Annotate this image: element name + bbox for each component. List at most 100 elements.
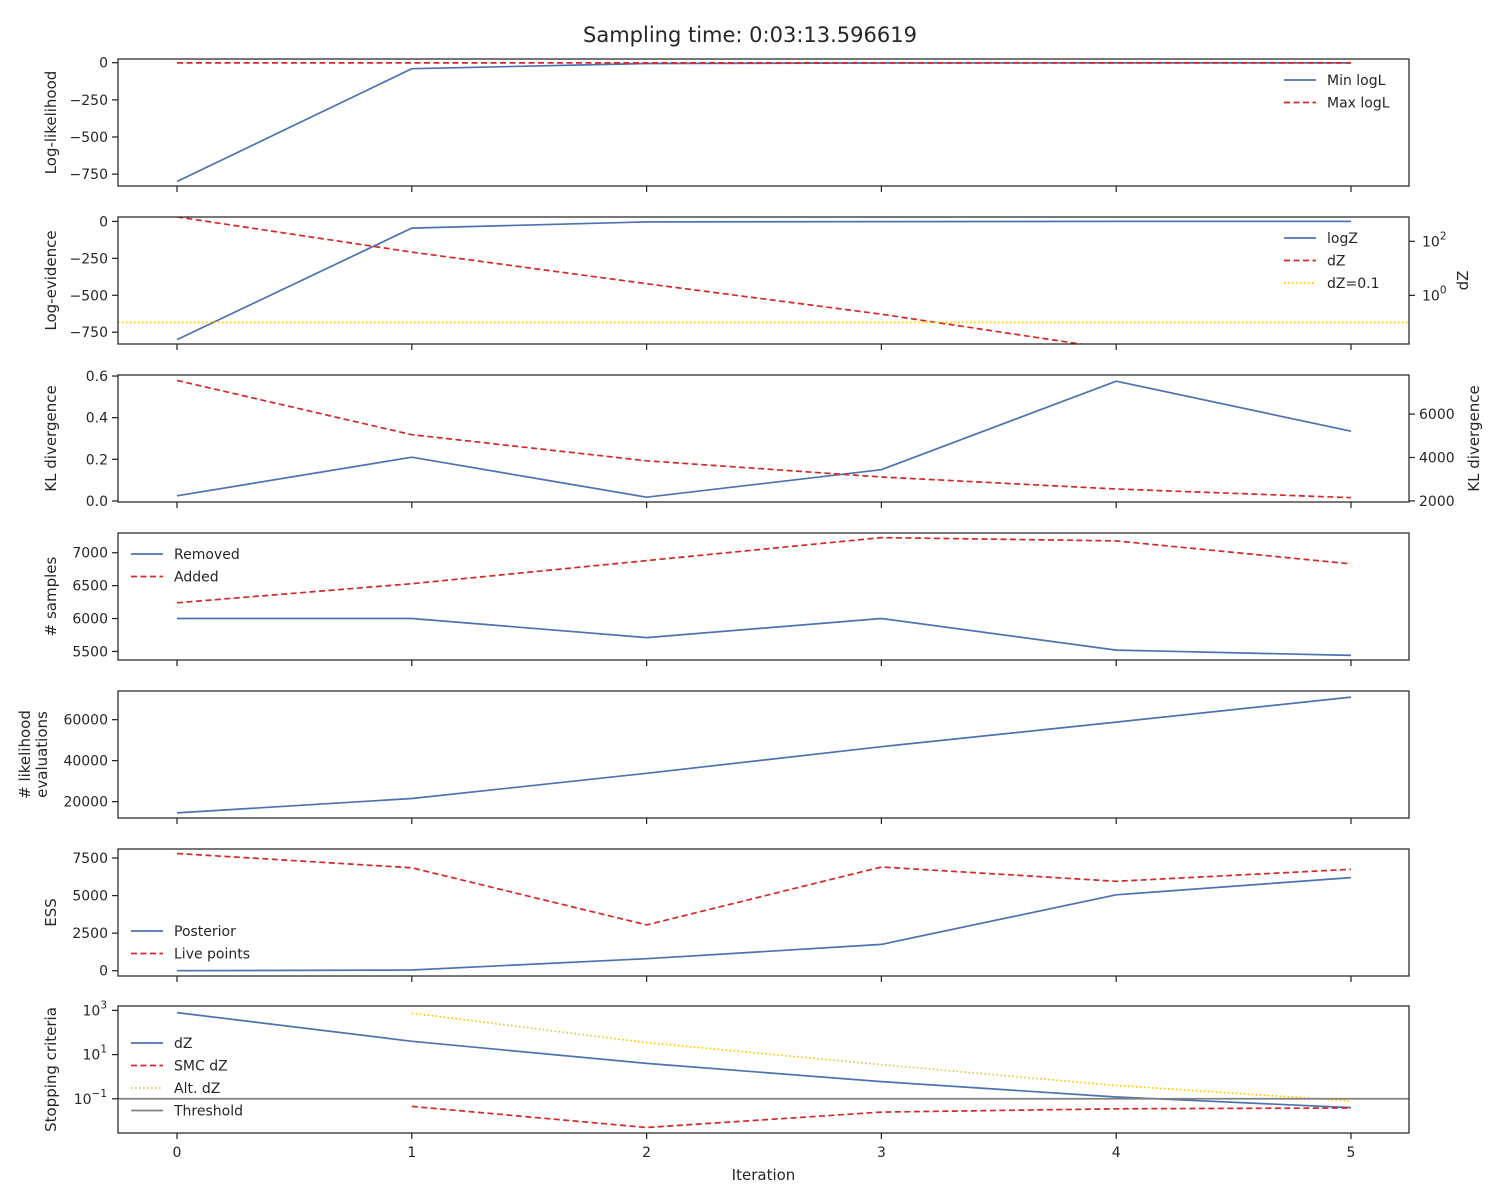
legend: logZ dZ dZ=0.1 bbox=[1284, 231, 1379, 292]
y-tick-label: 7000 bbox=[72, 546, 108, 562]
series-line-1 bbox=[176, 852, 1352, 926]
x-tick-label: 5 bbox=[1347, 1145, 1356, 1161]
y-tick-label: 60000 bbox=[63, 713, 108, 729]
y-tick-label: 0.4 bbox=[86, 411, 108, 427]
legend-label: Min logL bbox=[1327, 73, 1386, 89]
y-tick-label: 20000 bbox=[63, 795, 108, 811]
panel-logevidence: 0 −250 −500 −750 102 100 Log-evidence dZ logZ dZ d… bbox=[42, 214, 1472, 350]
y-axis-label: # samples bbox=[42, 556, 60, 636]
y2-tick-label: 102 bbox=[1422, 230, 1447, 250]
y-axis-label: Log-evidence bbox=[42, 230, 60, 330]
panel-loglikelihood: 0 −250 −500 −750 Log-likelihood Min logL Max l… bbox=[42, 56, 1410, 192]
y-tick-label: −750 bbox=[70, 325, 108, 341]
y-tick-label: −250 bbox=[70, 251, 108, 267]
axes-frame bbox=[117, 848, 1410, 977]
legend-label: dZ=0.1 bbox=[1327, 276, 1379, 292]
axes-frame bbox=[117, 690, 1410, 819]
y2-tick-label: 6000 bbox=[1419, 407, 1455, 423]
y-axis-label: KL divergence bbox=[42, 385, 60, 491]
series-line-1 bbox=[176, 217, 1086, 344]
axes-frame bbox=[117, 216, 1410, 345]
panel-stopping: 0 1 2 3 4 5 Iteration 103 101 10−1 Stopping criter… bbox=[42, 999, 1410, 1184]
y-tick-label: −500 bbox=[70, 288, 108, 304]
legend: Posterior Live points bbox=[131, 924, 250, 963]
series-line-0 bbox=[176, 696, 1352, 814]
y-tick-label: 10−1 bbox=[74, 1088, 107, 1108]
series-line-0 bbox=[176, 220, 1351, 341]
y-tick-label: 0 bbox=[99, 56, 108, 72]
y-tick-label: 5500 bbox=[72, 644, 108, 660]
axes-frame bbox=[117, 1005, 1410, 1134]
axes-frame bbox=[117, 374, 1410, 503]
x-tick-label: 3 bbox=[877, 1145, 886, 1161]
legend-label: Max logL bbox=[1327, 96, 1390, 112]
legend: Min logL Max logL bbox=[1284, 73, 1390, 112]
legend-label: Live points bbox=[174, 947, 250, 963]
y-tick-label: 0 bbox=[99, 964, 108, 980]
legend-label: Removed bbox=[174, 547, 240, 563]
y2-axis-label: dZ bbox=[1454, 271, 1472, 291]
y-axis-label: Stopping criteria bbox=[42, 1007, 60, 1132]
series-line-0 bbox=[176, 1011, 1352, 1109]
series-line-1 bbox=[411, 1105, 1352, 1129]
y-tick-label: 2500 bbox=[72, 926, 108, 942]
y-tick-label: 6500 bbox=[72, 579, 108, 595]
y-tick-label: 103 bbox=[82, 999, 107, 1019]
legend-label: Added bbox=[174, 570, 219, 586]
series-line-1 bbox=[176, 379, 1352, 499]
x-tick-label: 2 bbox=[642, 1145, 651, 1161]
y-tick-label: −750 bbox=[70, 167, 108, 183]
legend-label: SMC dZ bbox=[174, 1059, 228, 1075]
panel-kl: 0.0 0.2 0.4 0.6 2000 4000 6000 KL divergence KL … bbox=[42, 369, 1483, 510]
legend-label: dZ bbox=[1327, 254, 1345, 270]
y-tick-label: 7500 bbox=[72, 851, 108, 867]
axes-frame bbox=[117, 532, 1410, 661]
y-axis-label: evaluations bbox=[33, 711, 51, 798]
axes-frame bbox=[117, 58, 1410, 187]
panel-likelihood_evals: 20000 40000 60000 # likelihood evaluations bbox=[16, 690, 1410, 824]
y-tick-label: 0.2 bbox=[86, 452, 108, 468]
y-tick-label: 6000 bbox=[72, 612, 108, 628]
legend-label: Threshold bbox=[173, 1104, 243, 1120]
legend: dZ SMC dZ Alt. dZ Threshold bbox=[131, 1036, 243, 1120]
y2-tick-label: 100 bbox=[1422, 284, 1447, 304]
x-tick-label: 4 bbox=[1112, 1145, 1121, 1161]
figure-title: Sampling time: 0:03:13.596619 bbox=[583, 23, 917, 47]
y-axis-label: ESS bbox=[42, 898, 60, 927]
y-tick-label: −250 bbox=[70, 93, 108, 109]
series-line-0 bbox=[176, 380, 1352, 499]
plot-area bbox=[176, 379, 1352, 499]
plot-area bbox=[176, 62, 1351, 183]
y2-tick-label: 2000 bbox=[1419, 494, 1455, 510]
y-axis-label: Log-likelihood bbox=[42, 71, 60, 175]
series-line-1 bbox=[176, 536, 1352, 604]
y-tick-label: 0.0 bbox=[86, 494, 108, 510]
legend-label: Alt. dZ bbox=[174, 1081, 220, 1097]
legend-label: Posterior bbox=[174, 924, 236, 940]
series-line-0 bbox=[177, 617, 1352, 657]
x-axis-label: Iteration bbox=[732, 1166, 796, 1184]
y-tick-label: −500 bbox=[70, 130, 108, 146]
series-line-2 bbox=[411, 1012, 1352, 1102]
plot-area bbox=[176, 536, 1352, 657]
chart-panels: 0 −250 −500 −750 Log-likelihood Min logL Max l… bbox=[16, 56, 1483, 1184]
y-tick-label: 0.6 bbox=[86, 369, 108, 385]
plot-area bbox=[118, 1011, 1409, 1129]
legend: Removed Added bbox=[131, 547, 240, 586]
y-axis-label: # likelihood bbox=[16, 710, 34, 799]
y-tick-label: 40000 bbox=[63, 754, 108, 770]
y2-tick-label: 4000 bbox=[1419, 450, 1455, 466]
x-tick-label: 0 bbox=[173, 1145, 182, 1161]
y2-axis-label: KL divergence bbox=[1465, 385, 1483, 491]
plot-area bbox=[176, 696, 1352, 814]
series-line-0 bbox=[176, 62, 1351, 183]
panel-ess: 0 2500 5000 7500 ESS Posterior Live points bbox=[42, 848, 1410, 982]
plot-area bbox=[176, 852, 1352, 972]
plot-area bbox=[118, 217, 1409, 344]
y-tick-label: 0 bbox=[99, 214, 108, 230]
series-line-0 bbox=[176, 876, 1352, 972]
x-tick-label: 1 bbox=[407, 1145, 416, 1161]
legend-label: dZ bbox=[174, 1036, 192, 1052]
y-tick-label: 101 bbox=[82, 1044, 107, 1064]
